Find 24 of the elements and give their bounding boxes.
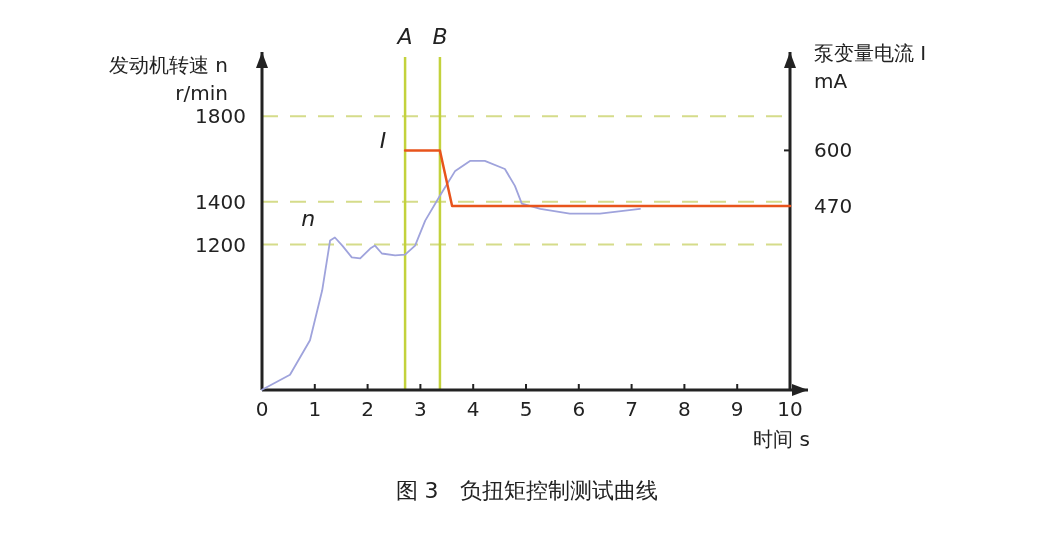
- ref-line-label: A: [395, 24, 413, 49]
- x-tick-label: 7: [625, 397, 638, 421]
- x-tick-label: 4: [466, 397, 480, 421]
- x-tick-label: 1: [308, 397, 322, 421]
- y2-tick-label: 600: [814, 138, 853, 163]
- x-tick-label: 8: [678, 397, 691, 421]
- x-tick-label: 6: [572, 397, 586, 421]
- x-tick-label: 5: [519, 397, 533, 421]
- series-label: I: [379, 128, 387, 154]
- x-tick-label: 9: [730, 397, 744, 421]
- x-tick-label: 10: [777, 397, 803, 421]
- y2-axis-title: 泵变量电流 I mA: [814, 41, 927, 93]
- y-tick-label: 1800: [195, 104, 246, 129]
- x-tick-label: 3: [414, 397, 427, 421]
- y2-tick-label: 470: [814, 194, 853, 219]
- y-tick-label: 1400: [195, 189, 246, 214]
- y-tick-label: 1200: [195, 232, 246, 257]
- x-tick-label: 2: [361, 397, 374, 421]
- text: 图 3 负扭矩控制测试曲线: [395, 478, 659, 503]
- ref-line-label: B: [432, 24, 448, 49]
- x-tick-label: 0: [255, 397, 269, 421]
- series-label: n: [301, 206, 316, 232]
- x-axis-title: 时间 s: [753, 427, 810, 451]
- y-axis-title: 发动机转速 n r/min: [108, 53, 228, 105]
